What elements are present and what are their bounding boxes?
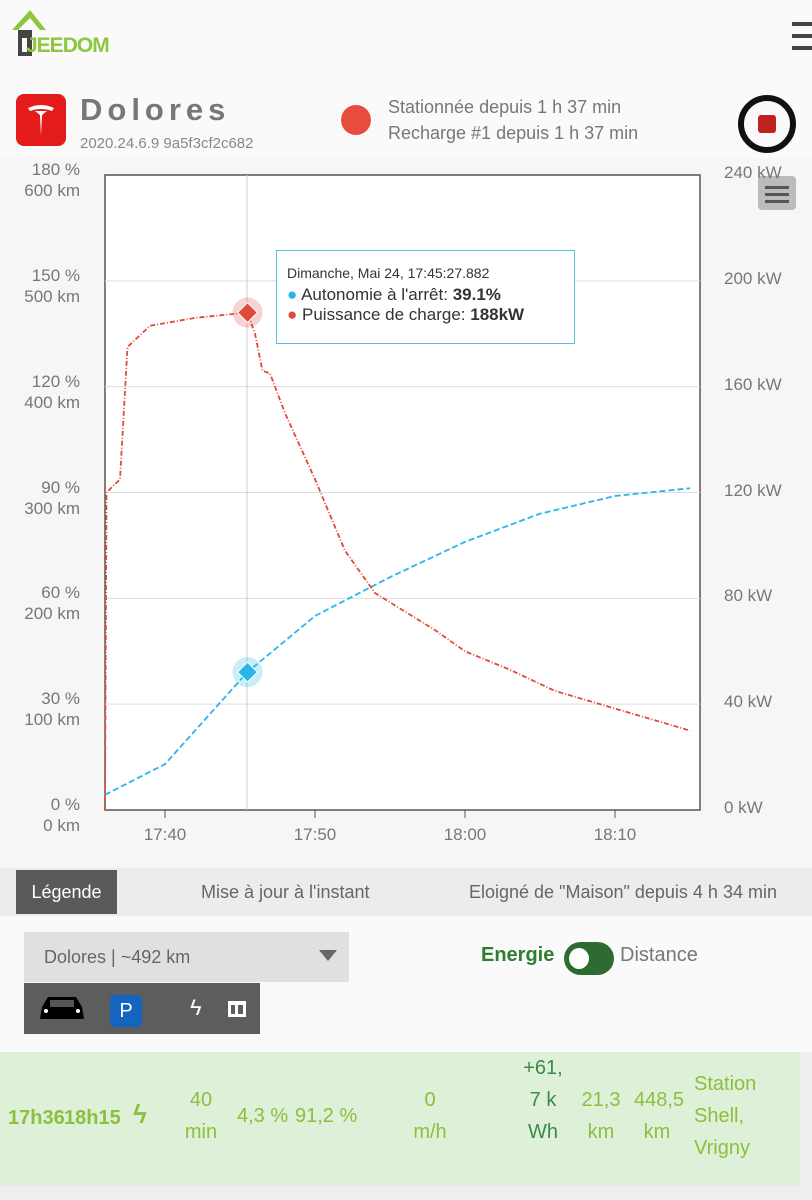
select-value: Dolores | ~492 km [44,947,191,967]
tesla-logo-icon [16,94,66,146]
y-tick-right: 160 kW [724,374,782,394]
park-badge[interactable]: P [110,995,142,1027]
y-tick-right: 40 kW [724,692,773,712]
y-tick-pct: 60 % [41,583,80,603]
y-tick-pct: 120 % [31,371,80,391]
y-tick-km: 300 km [24,498,80,518]
speed: 0 m/h [413,1089,447,1143]
x-tick: 17:50 [293,825,337,844]
y-tick-km: 100 km [24,710,80,730]
legend-bar [0,868,812,916]
y-tick-pct: 90 % [41,477,80,497]
trip-end: 18h15 [64,1107,121,1129]
y-tick-right: 120 kW [724,480,782,500]
y-tick-km: 600 km [24,181,80,200]
status-dot-icon [341,105,371,135]
chart-tooltip: Dimanche, Mai 24, 17:45:27.882 ● Autonom… [276,250,575,344]
tooltip-title: Dimanche, Mai 24, 17:45:27.882 [287,265,490,281]
y-tick-right: 0 kW [724,798,763,817]
x-tick: 18:10 [593,825,637,844]
location: Station Shell, Vrigny [694,1073,757,1159]
charge-icon: ϟ [133,1099,147,1129]
y-tick-km: 500 km [24,286,80,306]
toggle-label-distance: Distance [620,944,698,966]
hover-marker [236,301,259,324]
series-dot-icon: ● [287,285,298,304]
y-tick-pct: 0 % [50,795,80,814]
series-dot-icon: ● [287,305,298,324]
stop-button[interactable] [738,95,796,153]
tooltip-label: Puissance de charge: [302,305,471,324]
legend-button[interactable]: Légende [16,870,117,914]
tooltip-value: 39.1% [452,285,501,304]
y-tick-right: 200 kW [724,268,782,288]
y-tick-pct: 150 % [31,265,80,285]
duration: 40 min [184,1089,218,1143]
y-tick-right: 80 kW [724,586,773,606]
soc-start: 4,3 % [237,1105,289,1127]
toggle-label-energy: Energie [481,944,555,966]
chevron-down-icon [319,950,337,961]
trip-start: 17h36 [8,1107,65,1129]
y-tick-right: 240 kW [724,163,782,182]
x-tick: 17:40 [143,825,187,844]
jeedom-logo [12,10,46,56]
update-status: Mise à jour à l'instant [201,882,370,902]
vehicle-name: Dolores [80,92,231,127]
trip-distance: 21,3 km [581,1089,621,1143]
energy-added: +61,7 kWh [523,1057,563,1143]
hamburger-icon[interactable] [792,22,812,58]
soc-end: 91,2 % [295,1105,358,1127]
vehicle-select[interactable]: Dolores | ~492 km [24,932,349,982]
lightning-icon[interactable]: ϟ [190,995,202,1020]
away-status: Eloigné de "Maison" depuis 4 h 34 min [469,882,777,902]
energy-distance-toggle[interactable] [564,942,614,975]
y-tick-km: 200 km [24,604,80,624]
stop-icon [758,115,776,133]
odometer: 448,5 km [634,1089,685,1143]
parked-status: Stationnée depuis 1 h 37 min [388,97,622,117]
charge-chart: Dimanche, Mai 24, 17:45:27.882 ● Autonom… [0,158,812,868]
y-tick-pct: 180 % [31,160,80,179]
logo-text: JEEDOM [26,34,110,57]
vehicle-version: 2020.24.6.9 9a5f3cf2c682 [80,135,254,152]
y-tick-km: 0 km [43,816,80,835]
scrollbar[interactable] [800,1052,812,1200]
tooltip-value: 188kW [470,305,525,324]
tooltip-label: Autonomie à l'arrêt: [301,285,453,304]
trip-row-next[interactable] [0,1185,800,1200]
charge-status: Recharge #1 depuis 1 h 37 min [388,123,639,143]
y-tick-km: 400 km [24,392,80,412]
columns-icon[interactable] [228,1001,246,1017]
chart-menu-button[interactable] [758,176,796,210]
state-icons: P ϟ [24,983,260,1034]
hover-marker [236,661,259,683]
series-line-puissance [104,311,691,811]
y-tick-pct: 30 % [41,689,80,709]
trip-row[interactable]: 17h36 18h15 ϟ 40 min 4,3 % 91,2 % 0 m/h … [0,1052,800,1185]
x-tick: 18:00 [443,825,487,844]
car-icon[interactable] [38,995,86,1023]
